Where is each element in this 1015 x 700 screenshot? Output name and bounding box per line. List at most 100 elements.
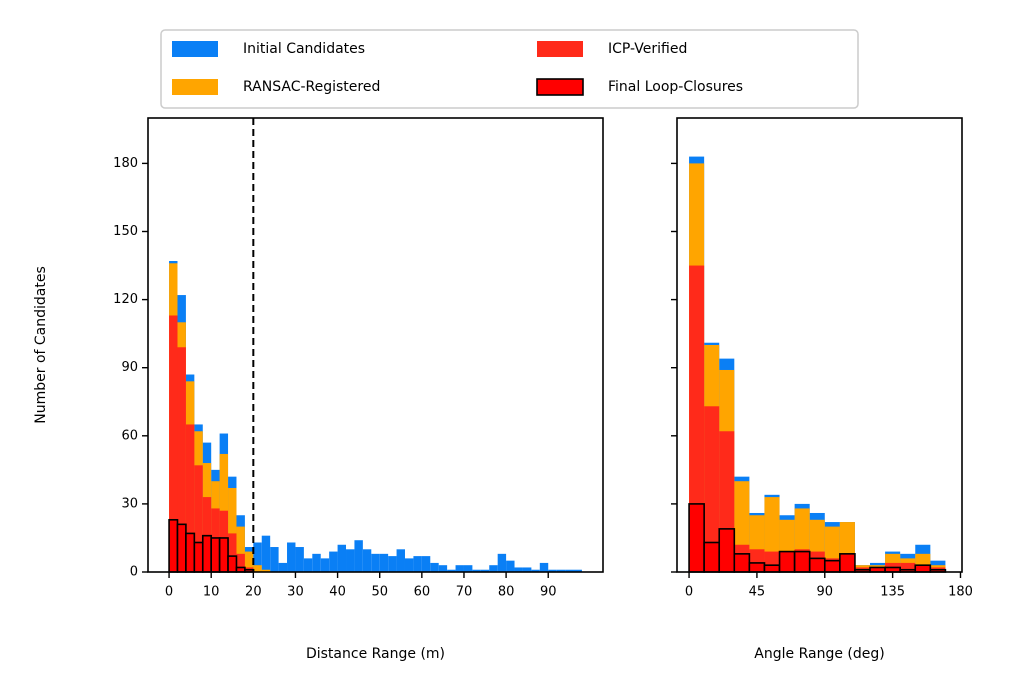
bar (404, 558, 414, 572)
bar (455, 565, 464, 572)
bar (253, 542, 262, 572)
y-tick-label: 180 (113, 156, 138, 171)
x-axis-label: Angle Range (deg) (754, 646, 884, 662)
bar (169, 315, 178, 572)
bar (573, 569, 582, 572)
bar (287, 542, 296, 572)
bar (763, 564, 781, 573)
bar (548, 569, 557, 572)
x-tick-label: 70 (456, 585, 473, 600)
bar (733, 553, 751, 573)
bar (514, 567, 523, 572)
bar (236, 553, 245, 572)
bar (201, 534, 212, 573)
bar (210, 537, 221, 573)
bar (388, 556, 397, 572)
bar (463, 565, 473, 572)
bar (303, 558, 313, 572)
legend-label: ICP-Verified (608, 41, 687, 57)
y-tick-label: 30 (121, 496, 138, 511)
bar (236, 526, 245, 572)
bar (900, 562, 916, 572)
y-tick-label: 60 (121, 428, 138, 443)
bar (362, 549, 372, 572)
x-tick-label: 10 (203, 585, 220, 600)
x-tick-label: 0 (165, 585, 173, 600)
bar (522, 567, 532, 572)
bar (914, 564, 932, 573)
bar (472, 569, 481, 572)
bar (176, 523, 187, 573)
bar (506, 560, 515, 572)
y-tick-label: 0 (130, 565, 138, 580)
x-tick-label: 50 (371, 585, 388, 600)
legend-swatch (172, 79, 218, 95)
y-axis-label: Number of Candidates (33, 266, 49, 424)
bar (185, 424, 195, 572)
bar (539, 562, 549, 572)
x-tick-label: 90 (817, 585, 834, 600)
x-tick-label: 40 (329, 585, 346, 600)
x-tick-label: 20 (245, 585, 262, 600)
y-tick-label: 120 (113, 292, 138, 307)
bar (421, 556, 431, 572)
bar (228, 488, 237, 572)
bar (778, 550, 796, 573)
bar (202, 497, 212, 572)
bar (337, 544, 347, 572)
x-tick-label: 180 (948, 585, 973, 600)
legend-label: Initial Candidates (243, 41, 365, 57)
bar (185, 532, 196, 573)
bar (793, 550, 811, 573)
bar (438, 565, 448, 572)
axes-frame (676, 117, 963, 573)
bar (244, 551, 254, 572)
bar (531, 569, 540, 572)
bar (270, 547, 279, 572)
bar (688, 503, 705, 573)
bar (430, 562, 439, 572)
bar (808, 557, 826, 573)
bar (295, 547, 304, 572)
bar (379, 553, 389, 572)
bar (718, 528, 736, 573)
bar (261, 569, 271, 572)
x-tick-label: 45 (749, 585, 766, 600)
bar (346, 549, 355, 572)
bar (253, 565, 262, 572)
bar (320, 558, 330, 572)
x-tick-label: 60 (414, 585, 431, 600)
legend-swatch (537, 41, 583, 57)
legend-label: Final Loop-Closures (608, 79, 743, 95)
legend-label: RANSAC-Registered (243, 79, 380, 95)
bar (227, 555, 238, 573)
bar (371, 553, 380, 572)
bar (689, 265, 705, 572)
x-tick-label: 80 (498, 585, 515, 600)
bar (228, 533, 237, 572)
bar (703, 541, 721, 573)
legend-swatch (172, 41, 218, 57)
legend-swatch (536, 78, 584, 96)
bar (194, 465, 203, 572)
bar (704, 406, 720, 572)
bar (447, 569, 456, 572)
x-tick-label: 0 (685, 585, 693, 600)
x-tick-label: 135 (880, 585, 905, 600)
bar (261, 535, 271, 572)
bar (193, 541, 204, 573)
x-tick-label: 30 (287, 585, 304, 600)
bar (497, 553, 507, 572)
axes-frame (147, 117, 604, 573)
x-axis-label: Distance Range (m) (306, 646, 445, 662)
legend-box (160, 29, 859, 109)
bar (312, 553, 321, 572)
bar (565, 569, 574, 572)
bar (480, 569, 490, 572)
bar (823, 559, 841, 573)
bar (168, 518, 179, 573)
bar (278, 562, 288, 572)
x-tick-label: 90 (540, 585, 557, 600)
